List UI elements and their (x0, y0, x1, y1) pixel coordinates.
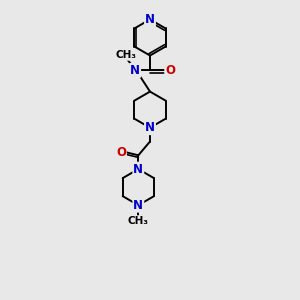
Text: N: N (145, 121, 155, 134)
Text: N: N (133, 163, 143, 176)
Text: N: N (133, 199, 143, 212)
Text: N: N (130, 64, 140, 77)
Text: O: O (116, 146, 126, 159)
Text: N: N (145, 13, 155, 26)
Text: CH₃: CH₃ (115, 50, 136, 60)
Text: O: O (165, 64, 175, 77)
Text: CH₃: CH₃ (128, 216, 149, 226)
